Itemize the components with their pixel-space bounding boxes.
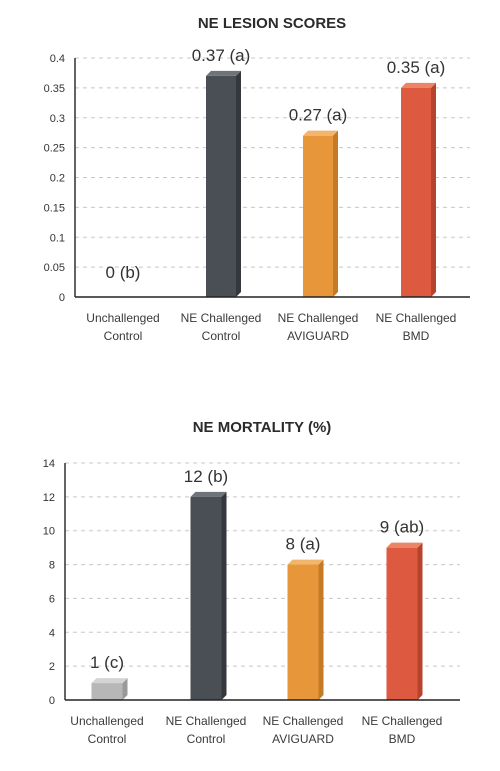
bar: [386, 547, 418, 700]
y-tick-label: 2: [49, 661, 55, 673]
y-tick-label: 6: [49, 593, 55, 605]
y-tick-label: 4: [49, 627, 55, 639]
chart-title: NE LESION SCORES: [198, 15, 346, 32]
y-tick-label: 0.3: [50, 113, 65, 125]
data-label: 1 (c): [90, 653, 124, 672]
bar-side: [318, 559, 324, 700]
y-tick-label: 0: [49, 695, 55, 707]
x-tick-label: BMD: [389, 732, 416, 746]
x-tick-label: NE Challenged: [376, 311, 457, 325]
bar-side: [333, 130, 338, 297]
y-tick-label: 0: [59, 292, 65, 304]
data-label: 0.35 (a): [387, 58, 446, 77]
y-tick-label: 0.15: [44, 202, 65, 214]
y-tick-label: 0.25: [44, 143, 65, 155]
bar: [287, 564, 319, 700]
x-tick-label: BMD: [403, 329, 430, 343]
y-tick-label: 0.05: [44, 262, 65, 274]
bar-top: [190, 491, 227, 497]
bar: [91, 683, 123, 700]
y-tick-label: 0.1: [50, 232, 65, 244]
bar: [190, 496, 222, 700]
bar-top: [303, 130, 338, 136]
data-label: 8 (a): [286, 535, 321, 554]
x-tick-label: Control: [187, 732, 226, 746]
x-tick-label: Control: [88, 732, 127, 746]
x-tick-label: Unchallenged: [86, 311, 159, 325]
x-tick-label: NE Challenged: [278, 311, 359, 325]
x-tick-label: NE Challenged: [263, 714, 344, 728]
y-tick-label: 10: [43, 526, 55, 538]
x-tick-label: Unchallenged: [70, 714, 143, 728]
x-tick-label: NE Challenged: [362, 714, 443, 728]
bar-top: [91, 678, 128, 684]
y-tick-label: 0.35: [44, 83, 65, 95]
x-tick-label: AVIGUARD: [272, 732, 334, 746]
data-label: 9 (ab): [380, 518, 424, 537]
chart-mortality: NE MORTALITY (%) 0 2 4 6 8 10 12 14 1 (c) Unchall…: [43, 419, 460, 746]
x-tick-label: NE Challenged: [166, 714, 247, 728]
x-tick-label: NE Challenged: [181, 311, 262, 325]
x-tick-label: AVIGUARD: [287, 329, 349, 343]
y-tick-label: 8: [49, 560, 55, 572]
bar-side: [122, 678, 128, 700]
y-tick-label: 12: [43, 492, 55, 504]
x-tick-label: Control: [104, 329, 143, 343]
data-label: 0 (b): [106, 263, 141, 282]
bar-top: [206, 70, 241, 76]
data-label: 0.37 (a): [192, 46, 251, 65]
bar-side: [236, 70, 241, 297]
bar: [303, 135, 333, 297]
bar: [206, 75, 236, 297]
y-tick-label: 14: [43, 458, 55, 470]
bar-top: [401, 82, 436, 88]
y-tick-label: 0.2: [50, 173, 65, 185]
x-tick-label: Control: [202, 329, 241, 343]
bar-top: [386, 542, 423, 548]
data-label: 12 (b): [184, 467, 228, 486]
bar-side: [417, 542, 423, 700]
bar-side: [221, 491, 227, 700]
chart-title: NE MORTALITY (%): [193, 419, 332, 436]
chart-lesion-scores: NE LESION SCORES 0 0.05 0.1 0.15 0.2 0.25 0.3 0…: [44, 15, 470, 343]
bar-top: [287, 559, 324, 565]
bar-side: [431, 82, 436, 297]
data-label: 0.27 (a): [289, 106, 348, 125]
y-tick-label: 0.4: [50, 53, 65, 65]
bar: [401, 87, 431, 297]
